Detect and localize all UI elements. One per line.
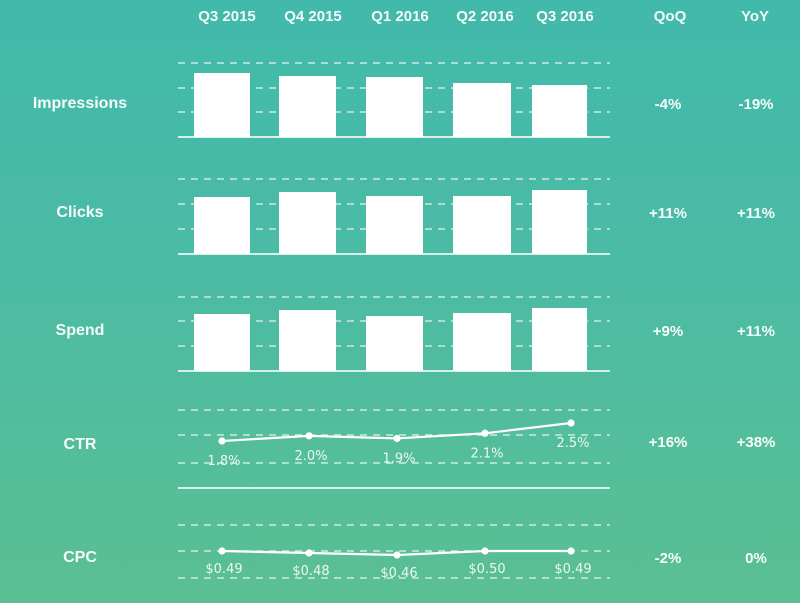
data-point [393, 434, 401, 443]
data-label: 1.8% [207, 454, 240, 469]
yoy-spend: +11% [737, 323, 775, 340]
bar [532, 190, 587, 254]
row-label-cpc: CPC [63, 549, 97, 566]
row-label-spend: Spend [55, 322, 105, 339]
bar [279, 76, 336, 137]
qoq-cpc: -2% [654, 550, 682, 567]
data-point [393, 551, 401, 559]
yoy-clicks: +11% [737, 205, 775, 222]
column-header-q2-2016: Q2 2016 [456, 8, 514, 25]
bar [453, 196, 511, 254]
bar [366, 77, 423, 137]
data-point [481, 429, 489, 437]
column-header-qoq: QoQ [653, 8, 687, 25]
data-label: 1.9% [382, 451, 415, 466]
data-point [305, 432, 313, 440]
data-label: $0.50 [468, 562, 505, 577]
row-label-ctr: CTR [63, 436, 97, 453]
column-header-q1-2016: Q1 2016 [371, 8, 429, 25]
bar [453, 313, 511, 371]
column-header-q4-2015: Q4 2015 [284, 8, 342, 25]
bar [532, 85, 587, 137]
data-label: 2.5% [556, 436, 589, 451]
bar [366, 196, 423, 254]
column-header-yoy: YoY [740, 8, 770, 25]
column-header-q3-2015: Q3 2015 [198, 8, 256, 25]
data-label: 2.0% [294, 449, 327, 464]
qoq-clicks: +11% [649, 205, 687, 222]
data-point [567, 419, 575, 427]
data-label: 2.1% [470, 446, 503, 461]
row-label-clicks: Clicks [56, 204, 104, 221]
data-point [481, 547, 489, 555]
qoq-impressions: -4% [654, 96, 682, 113]
yoy-ctr: +38% [736, 434, 776, 451]
qoq-spend: +9% [652, 323, 684, 340]
data-point [567, 547, 575, 555]
bar [279, 310, 336, 371]
bar [532, 308, 587, 371]
data-point [305, 549, 313, 557]
bar [194, 73, 250, 137]
row-label-impressions: Impressions [32, 95, 128, 112]
bar [194, 314, 250, 371]
data-label: $0.48 [292, 564, 329, 579]
data-point [218, 547, 226, 555]
column-header-q3-2016: Q3 2016 [536, 8, 594, 25]
data-label: $0.49 [554, 562, 591, 577]
bar [279, 192, 336, 254]
bar [366, 316, 423, 371]
yoy-impressions: -19% [738, 96, 774, 113]
bar-series [194, 73, 587, 371]
line-series: 1.8% 2.0% 1.9% 2.1% 2.5% $0.49 $0.48 $0.46 $0.50… [205, 419, 592, 581]
data-point [218, 437, 226, 445]
qoq-ctr: +16% [648, 434, 688, 451]
bar [453, 83, 511, 137]
bar [194, 197, 250, 254]
data-label: $0.49 [205, 562, 242, 577]
data-label: $0.46 [380, 566, 417, 581]
yoy-cpc: 0% [745, 550, 767, 567]
